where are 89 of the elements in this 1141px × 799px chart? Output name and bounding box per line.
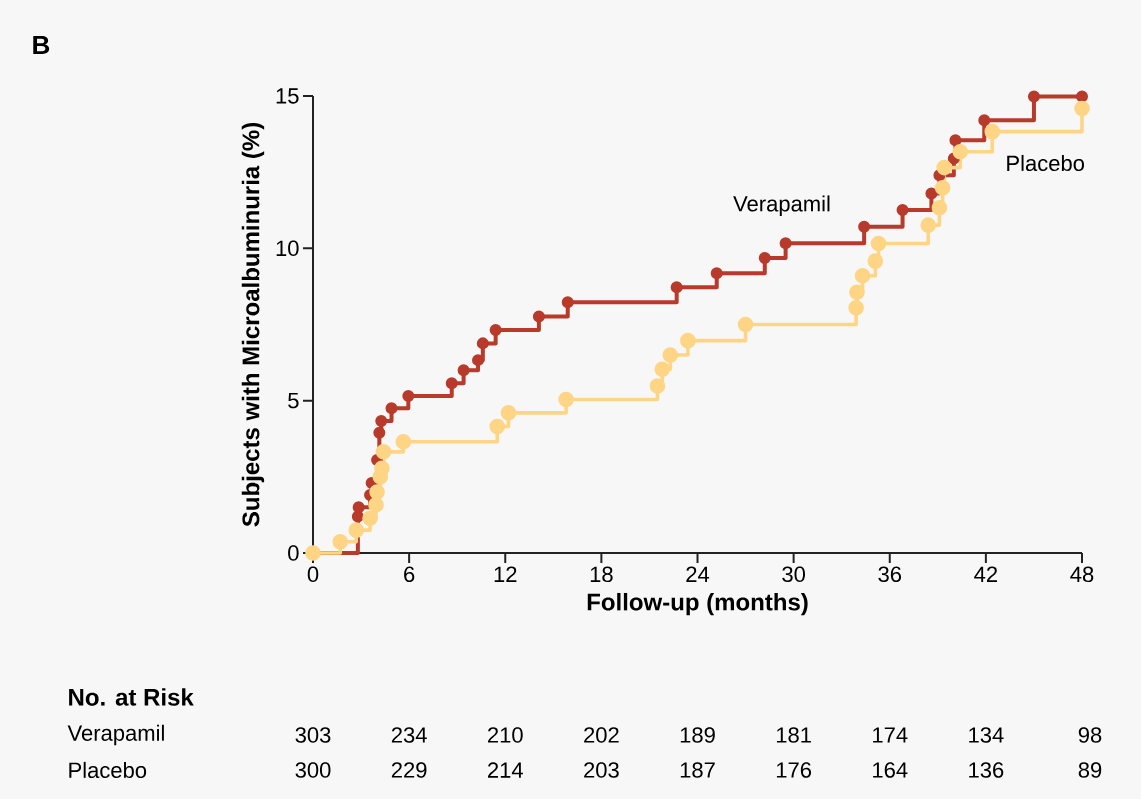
point <box>870 235 887 252</box>
series-label: Verapamil <box>733 195 830 216</box>
point <box>758 252 771 265</box>
y-tick-label: 0 <box>288 545 299 561</box>
text: 134 <box>969 727 1004 743</box>
point <box>662 347 679 363</box>
x-tick-label: 12 <box>494 566 517 582</box>
text: 229 <box>391 762 427 778</box>
point <box>558 391 574 408</box>
x-tick-label: 42 <box>974 566 998 582</box>
point <box>670 281 683 294</box>
x-tick-label: 6 <box>404 566 415 583</box>
point <box>532 310 545 323</box>
point <box>476 337 489 350</box>
point <box>737 316 754 333</box>
text: 187 <box>680 762 715 778</box>
point <box>984 123 1001 140</box>
point <box>561 296 574 309</box>
point <box>375 444 392 460</box>
point <box>649 378 666 394</box>
point <box>949 134 962 147</box>
point <box>445 377 458 390</box>
text: 176 <box>776 762 812 778</box>
text: 174 <box>873 727 908 743</box>
point <box>362 510 378 527</box>
point <box>931 200 948 216</box>
point <box>848 299 864 316</box>
point <box>385 402 398 415</box>
x-tick-label: 18 <box>590 566 613 583</box>
x-tick-label: 36 <box>878 566 902 583</box>
point <box>936 159 953 176</box>
text: 164 <box>873 762 908 778</box>
point <box>680 332 696 349</box>
text: 303 <box>295 727 331 743</box>
point <box>896 203 909 216</box>
point <box>934 179 951 196</box>
point <box>368 497 384 513</box>
y-axis-title: Subjects with Microalbuminuria (%) <box>241 123 265 527</box>
point <box>978 114 991 127</box>
text: 234 <box>391 727 427 743</box>
point <box>710 267 723 280</box>
series-label: Placebo <box>1007 154 1084 172</box>
point <box>867 253 884 269</box>
text: 214 <box>488 762 523 778</box>
x-tick-label: 24 <box>686 566 710 582</box>
y-tick-label: 10 <box>276 240 299 257</box>
point <box>854 267 871 284</box>
text: 210 <box>488 727 523 743</box>
point <box>457 364 470 377</box>
text: B <box>33 36 50 54</box>
y-tick-label: 5 <box>288 392 299 409</box>
point <box>369 484 385 500</box>
y-tick-label: 15 <box>276 88 299 104</box>
point <box>858 220 871 233</box>
text: 98 <box>1078 727 1102 743</box>
point <box>1074 100 1090 117</box>
text: Placebo <box>69 761 147 779</box>
point <box>395 433 412 450</box>
point <box>348 522 365 538</box>
text: 136 <box>969 762 1004 778</box>
point <box>489 418 506 435</box>
point <box>1076 90 1088 103</box>
point <box>472 354 485 367</box>
point <box>925 187 938 200</box>
point <box>375 415 388 428</box>
point <box>779 237 792 250</box>
point <box>654 361 671 378</box>
point <box>1027 90 1040 103</box>
x-tick-label: 0 <box>307 566 319 583</box>
point <box>332 533 349 550</box>
text: 300 <box>295 762 331 778</box>
point <box>402 390 415 403</box>
point <box>920 217 936 233</box>
text: 203 <box>584 762 619 778</box>
x-axis-title: Follow-up (months) <box>587 592 808 616</box>
text: 181 <box>776 727 811 743</box>
point <box>489 323 502 336</box>
point <box>500 405 517 421</box>
text: Verapamil <box>67 724 164 746</box>
text: 89 <box>1078 762 1102 778</box>
text: 202 <box>584 727 619 743</box>
text: No. at Risk <box>69 688 194 706</box>
point <box>952 143 969 160</box>
x-tick-label: 30 <box>782 566 805 583</box>
x-tick-label: 48 <box>1070 566 1094 583</box>
point <box>351 510 364 523</box>
point <box>373 426 386 439</box>
text: 189 <box>680 727 715 743</box>
point <box>849 284 865 300</box>
